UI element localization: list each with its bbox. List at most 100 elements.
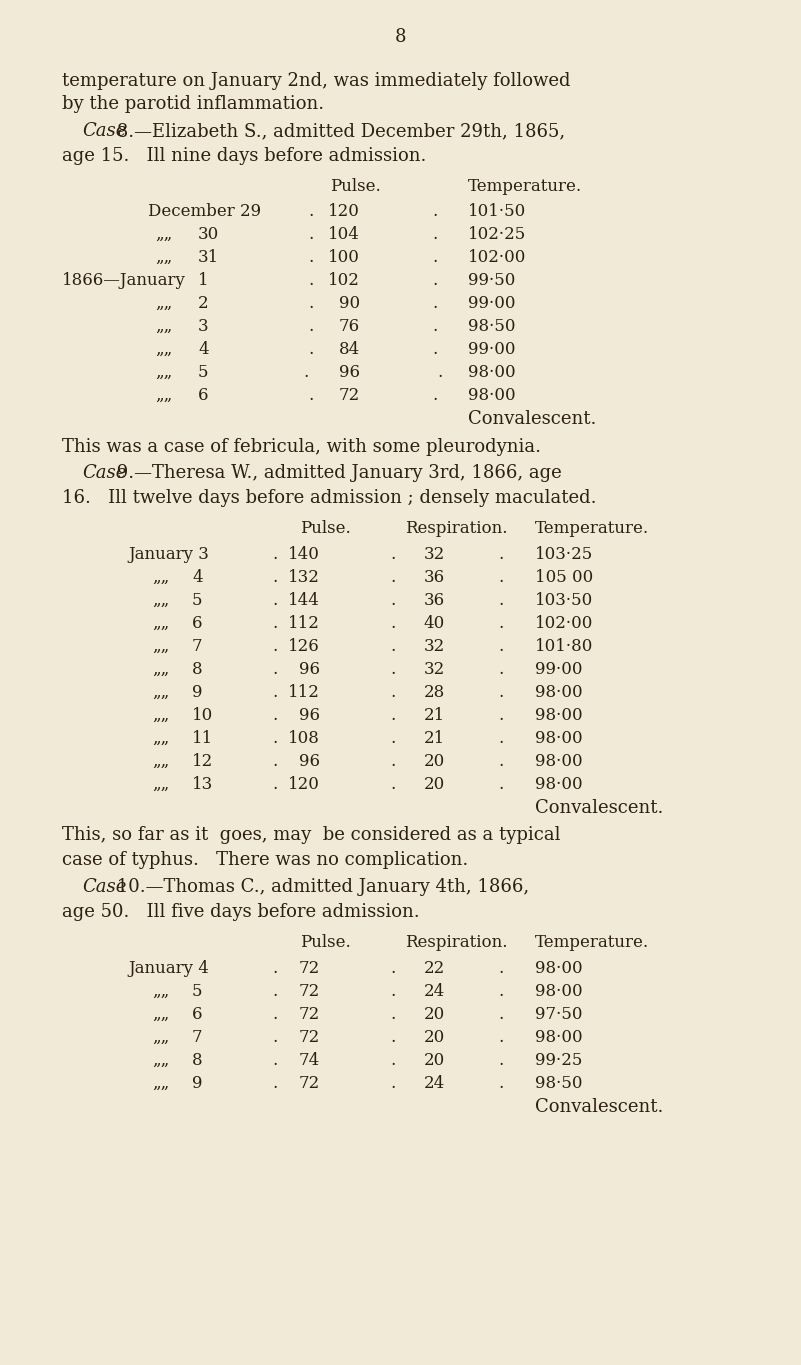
- Text: .: .: [390, 592, 395, 609]
- Text: 36: 36: [424, 592, 445, 609]
- Text: 20: 20: [424, 1029, 445, 1046]
- Text: .: .: [498, 983, 503, 1001]
- Text: 98·00: 98·00: [535, 753, 582, 770]
- Text: 8.—Elizabeth S., admitted December 29th, 1865,: 8.—Elizabeth S., admitted December 29th,…: [111, 121, 565, 141]
- Text: 99·25: 99·25: [535, 1052, 582, 1069]
- Text: .: .: [390, 707, 395, 723]
- Text: .: .: [308, 388, 313, 404]
- Text: .: .: [390, 753, 395, 770]
- Text: 112: 112: [288, 616, 320, 632]
- Text: .: .: [390, 1006, 395, 1022]
- Text: 8: 8: [192, 1052, 203, 1069]
- Text: .: .: [308, 203, 313, 220]
- Text: 72: 72: [299, 1076, 320, 1092]
- Text: 108: 108: [288, 730, 320, 747]
- Text: .: .: [303, 364, 308, 381]
- Text: 9.—Theresa W., admitted January 3rd, 1866, age: 9.—Theresa W., admitted January 3rd, 186…: [111, 464, 562, 482]
- Text: 76: 76: [339, 318, 360, 334]
- Text: .: .: [272, 661, 277, 678]
- Text: 30: 30: [198, 227, 219, 243]
- Text: 1866—January: 1866—January: [62, 272, 186, 289]
- Text: .: .: [390, 1076, 395, 1092]
- Text: „„: „„: [152, 637, 169, 655]
- Text: 7: 7: [192, 1029, 203, 1046]
- Text: .: .: [272, 730, 277, 747]
- Text: 6: 6: [192, 1006, 203, 1022]
- Text: „„: „„: [155, 248, 172, 266]
- Text: „„: „„: [155, 388, 172, 404]
- Text: Pulse.: Pulse.: [330, 177, 380, 195]
- Text: 98·00: 98·00: [535, 1029, 582, 1046]
- Text: .: .: [432, 341, 437, 358]
- Text: 1: 1: [198, 272, 208, 289]
- Text: Case: Case: [82, 878, 127, 895]
- Text: .: .: [272, 592, 277, 609]
- Text: 72: 72: [299, 960, 320, 977]
- Text: .: .: [272, 637, 277, 655]
- Text: 31: 31: [198, 248, 219, 266]
- Text: 5: 5: [192, 983, 203, 1001]
- Text: .: .: [272, 960, 277, 977]
- Text: „„: „„: [152, 753, 169, 770]
- Text: 8: 8: [192, 661, 203, 678]
- Text: 100: 100: [328, 248, 360, 266]
- Text: .: .: [390, 960, 395, 977]
- Text: „„: „„: [155, 227, 172, 243]
- Text: Case: Case: [82, 121, 127, 141]
- Text: age 15.   Ill nine days before admission.: age 15. Ill nine days before admission.: [62, 147, 426, 165]
- Text: 3: 3: [198, 318, 208, 334]
- Text: .: .: [432, 203, 437, 220]
- Text: .: .: [272, 983, 277, 1001]
- Text: 13: 13: [192, 775, 213, 793]
- Text: Convalescent.: Convalescent.: [535, 799, 663, 818]
- Text: 96: 96: [339, 364, 360, 381]
- Text: .: .: [308, 248, 313, 266]
- Text: 102·00: 102·00: [535, 616, 594, 632]
- Text: .: .: [498, 637, 503, 655]
- Text: .: .: [272, 1052, 277, 1069]
- Text: 90: 90: [339, 295, 360, 313]
- Text: .: .: [272, 775, 277, 793]
- Text: 72: 72: [299, 983, 320, 1001]
- Text: .: .: [308, 227, 313, 243]
- Text: 21: 21: [424, 730, 445, 747]
- Text: 102·25: 102·25: [468, 227, 526, 243]
- Text: .: .: [498, 730, 503, 747]
- Text: 20: 20: [424, 1006, 445, 1022]
- Text: .: .: [272, 569, 277, 586]
- Text: .: .: [498, 707, 503, 723]
- Text: 9: 9: [192, 684, 203, 702]
- Text: .: .: [498, 1052, 503, 1069]
- Text: This was a case of febricula, with some pleurodynia.: This was a case of febricula, with some …: [62, 438, 541, 456]
- Text: „„: „„: [152, 684, 169, 702]
- Text: 72: 72: [299, 1006, 320, 1022]
- Text: 32: 32: [424, 546, 445, 562]
- Text: 4: 4: [198, 341, 208, 358]
- Text: 120: 120: [288, 775, 320, 793]
- Text: .: .: [432, 227, 437, 243]
- Text: 99·50: 99·50: [468, 272, 515, 289]
- Text: .: .: [272, 616, 277, 632]
- Text: Case: Case: [82, 464, 127, 482]
- Text: .: .: [498, 775, 503, 793]
- Text: Respiration.: Respiration.: [405, 520, 508, 536]
- Text: 96: 96: [299, 753, 320, 770]
- Text: 5: 5: [192, 592, 203, 609]
- Text: 22: 22: [424, 960, 445, 977]
- Text: Temperature.: Temperature.: [535, 934, 649, 951]
- Text: 20: 20: [424, 753, 445, 770]
- Text: 2: 2: [198, 295, 208, 313]
- Text: 99·00: 99·00: [535, 661, 582, 678]
- Text: „„: „„: [152, 1076, 169, 1092]
- Text: Temperature.: Temperature.: [468, 177, 582, 195]
- Text: 97·50: 97·50: [535, 1006, 582, 1022]
- Text: 102·00: 102·00: [468, 248, 526, 266]
- Text: .: .: [498, 546, 503, 562]
- Text: Convalescent.: Convalescent.: [535, 1097, 663, 1117]
- Text: .: .: [498, 592, 503, 609]
- Text: .: .: [498, 684, 503, 702]
- Text: .: .: [272, 1029, 277, 1046]
- Text: January 4: January 4: [128, 960, 209, 977]
- Text: „„: „„: [155, 341, 172, 358]
- Text: 6: 6: [198, 388, 208, 404]
